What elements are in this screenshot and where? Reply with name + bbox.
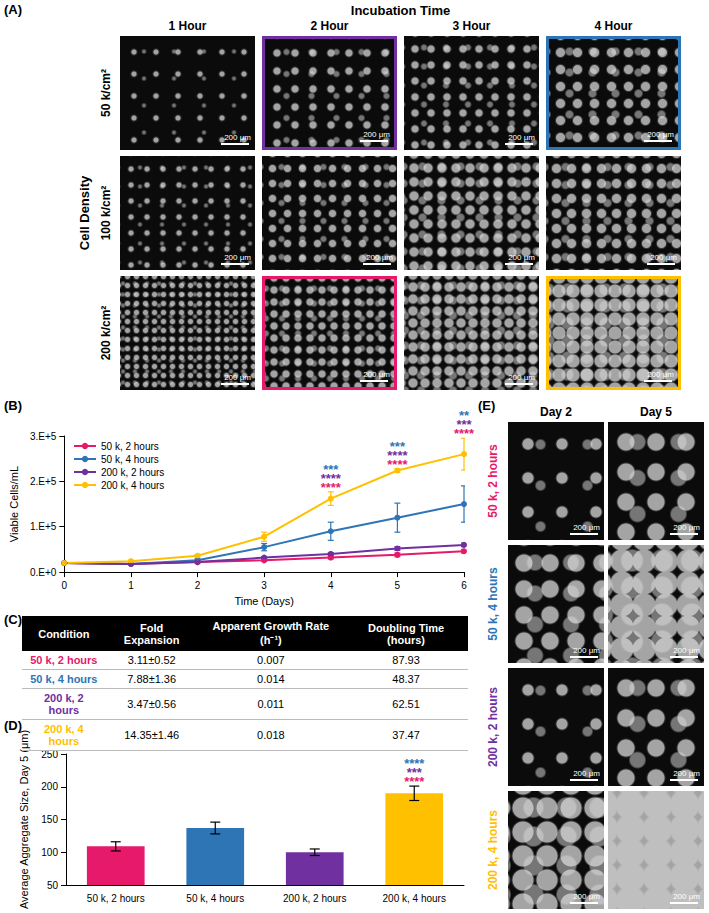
html-text:200 μm: 200 μm <box>508 253 535 262</box>
html-text:1 Hour: 1 Hour <box>168 19 207 33</box>
html-text:Day 2: Day 2 <box>540 405 572 419</box>
html-text:50 k, 2 hours: 50 k, 2 hours <box>30 654 98 666</box>
html-text:(E): (E) <box>478 398 496 413</box>
html-text:200 μm: 200 μm <box>673 769 700 778</box>
svg-text:200 k, 2 hours: 200 k, 2 hours <box>283 893 346 904</box>
svg-text:0: 0 <box>62 580 68 591</box>
html-text:7.88±1.36: 7.88±1.36 <box>127 673 177 685</box>
html-text:14.35±1.46: 14.35±1.46 <box>124 729 180 741</box>
html-text:200 μm: 200 μm <box>573 769 600 778</box>
svg-text:3.E+5: 3.E+5 <box>30 431 57 442</box>
svg-text:5: 5 <box>395 580 401 591</box>
svg-text:150: 150 <box>41 814 58 825</box>
svg-text:Viable Cells/mL: Viable Cells/mL <box>8 466 20 542</box>
html-text:200 μm: 200 μm <box>647 130 674 139</box>
html-text:200 μm: 200 μm <box>366 253 393 262</box>
html-text:4 Hour: 4 Hour <box>594 19 633 33</box>
html-text:200 μm: 200 μm <box>363 370 390 379</box>
svg-text:200 k, 2 hours: 200 k, 2 hours <box>101 467 164 478</box>
svg-text:2.E+5: 2.E+5 <box>30 476 57 487</box>
svg-text:50 k, 2 hours: 50 k, 2 hours <box>101 441 159 452</box>
html-text:200 k, 4 hours: 200 k, 4 hours <box>486 810 500 890</box>
html-text:62.51: 62.51 <box>392 698 420 710</box>
svg-text:****: **** <box>454 426 475 441</box>
svg-text:****: **** <box>404 774 425 789</box>
html-text:Doubling Time (hours): Doubling Time (hours) <box>368 621 445 646</box>
svg-text:3: 3 <box>261 580 267 591</box>
svg-text:1: 1 <box>128 580 134 591</box>
html-text:0.014: 0.014 <box>257 673 285 685</box>
html-text:2 Hour: 2 Hour <box>310 19 349 33</box>
svg-text:50 k, 4 hours: 50 k, 4 hours <box>186 893 244 904</box>
html-text:87.93: 87.93 <box>392 654 420 666</box>
html-text:3.11±0.52: 3.11±0.52 <box>127 654 176 666</box>
svg-text:200 k, 4 hours: 200 k, 4 hours <box>101 480 164 491</box>
html-text:Cell Density: Cell Density <box>76 175 92 251</box>
html-text:3 Hour: 3 Hour <box>452 19 491 33</box>
svg-text:200: 200 <box>41 781 58 792</box>
html-text:Fold Expansion: Fold Expansion <box>123 621 180 646</box>
html-text:200 μm: 200 μm <box>224 133 251 142</box>
svg-text:50: 50 <box>47 880 59 891</box>
html-text:200 μm: 200 μm <box>673 892 700 901</box>
svg-text:1.E+5: 1.E+5 <box>30 521 57 532</box>
html-text:48.37: 48.37 <box>392 673 420 685</box>
svg-text:200 k, 4 hours: 200 k, 4 hours <box>383 893 446 904</box>
html-text:200 μm: 200 μm <box>508 373 535 382</box>
html-text:Apparent Growth Rate (h⁻¹): Apparent Growth Rate (h⁻¹) <box>212 620 330 646</box>
html-text:(C): (C) <box>4 612 22 627</box>
html-text:200 μm: 200 μm <box>573 523 600 532</box>
html-text:200 μm: 200 μm <box>647 370 674 379</box>
html-text:200 μm: 200 μm <box>650 253 677 262</box>
html-text:50 k, 2 hours: 50 k, 2 hours <box>486 444 500 518</box>
svg-text:50 k, 2 hours: 50 k, 2 hours <box>87 893 145 904</box>
html-text:100 k/cm²: 100 k/cm² <box>99 185 113 241</box>
html-text:Incubation Time: Incubation Time <box>350 2 451 18</box>
svg-text:0.E+0: 0.E+0 <box>30 567 57 578</box>
html-text:200 μm: 200 μm <box>673 646 700 655</box>
html-text:0.007: 0.007 <box>257 654 285 666</box>
html-text:200 μm: 200 μm <box>224 253 251 262</box>
svg-text:****: **** <box>321 480 342 495</box>
html-text:200 k, 2 hours: 200 k, 2 hours <box>486 687 500 767</box>
html-text:37.47: 37.47 <box>392 729 420 741</box>
html-text:200 k/cm²: 200 k/cm² <box>99 305 113 361</box>
html-text:(B): (B) <box>4 398 22 413</box>
html-text:200 μm: 200 μm <box>673 523 700 532</box>
svg-text:250: 250 <box>41 748 58 760</box>
html-text:50 k, 4 hours: 50 k, 4 hours <box>30 673 98 685</box>
svg-text:100: 100 <box>41 847 58 858</box>
html-text:(D): (D) <box>4 718 22 733</box>
html-text:200 k, 4 hours: 200 k, 4 hours <box>44 723 84 747</box>
html-text:Condition: Condition <box>38 627 90 640</box>
svg-text:Average Aggregate Size, Day 5: Average Aggregate Size, Day 5 (μm) <box>18 730 30 909</box>
svg-text:50 k, 4 hours: 50 k, 4 hours <box>101 454 159 465</box>
html-text:0.011: 0.011 <box>257 698 285 710</box>
svg-text:2: 2 <box>195 580 201 591</box>
html-text:200 μm: 200 μm <box>224 373 251 382</box>
html-text:200 μm: 200 μm <box>508 133 535 142</box>
svg-text:4: 4 <box>328 580 334 591</box>
html-text:0.018: 0.018 <box>257 729 285 741</box>
html-text:50 k/cm²: 50 k/cm² <box>99 69 113 117</box>
html-text:200 k, 2 hours: 200 k, 2 hours <box>44 692 84 716</box>
html-text:50 k, 4 hours: 50 k, 4 hours <box>486 567 500 641</box>
html-text:200 μm: 200 μm <box>363 130 390 139</box>
html-text:(A): (A) <box>4 2 22 17</box>
html-text:200 μm: 200 μm <box>573 646 600 655</box>
svg-text:Time (Days): Time (Days) <box>234 595 293 607</box>
html-text:200 μm: 200 μm <box>573 892 600 901</box>
html-text:Day 5: Day 5 <box>640 405 672 419</box>
html-text:3.47±0.56: 3.47±0.56 <box>127 698 177 710</box>
svg-text:6: 6 <box>461 580 467 591</box>
svg-text:****: **** <box>387 457 408 472</box>
